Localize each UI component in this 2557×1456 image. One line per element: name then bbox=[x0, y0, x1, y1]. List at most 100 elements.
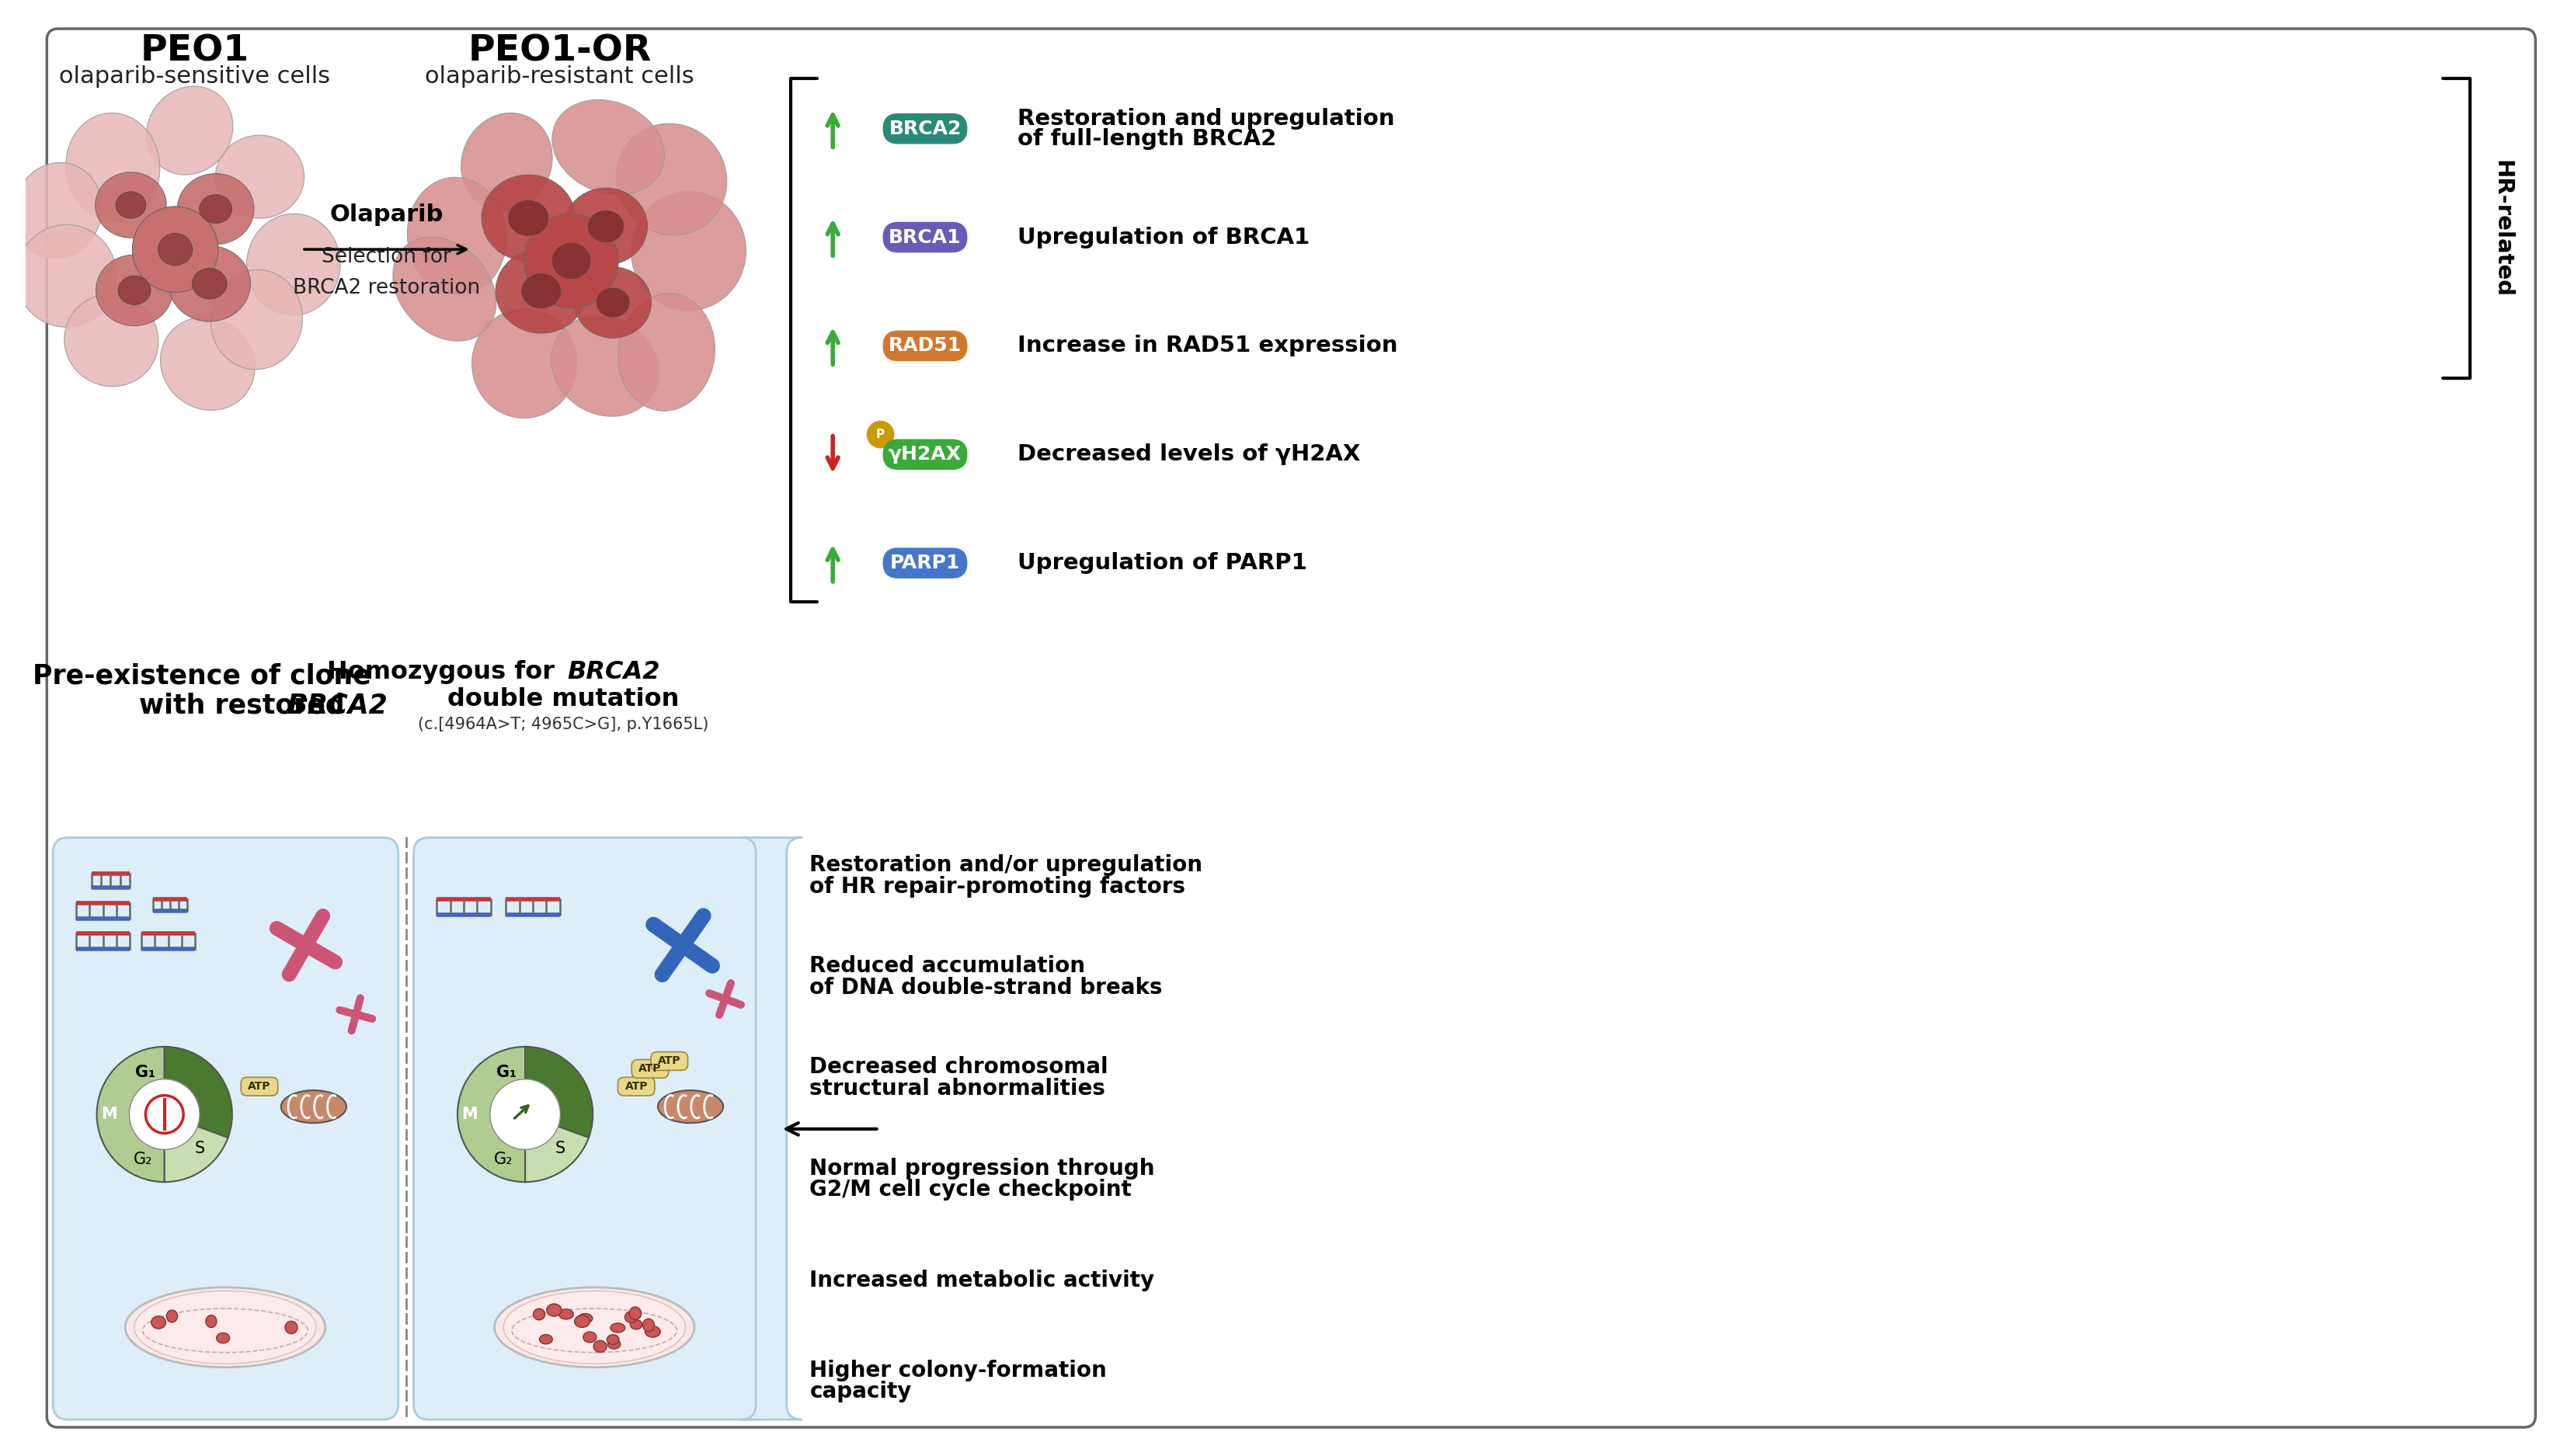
Ellipse shape bbox=[460, 114, 552, 211]
Text: G2/M cell cycle checkpoint: G2/M cell cycle checkpoint bbox=[811, 1179, 1133, 1201]
Ellipse shape bbox=[161, 317, 256, 411]
Ellipse shape bbox=[217, 1332, 230, 1344]
Ellipse shape bbox=[299, 939, 312, 951]
Text: HR-related: HR-related bbox=[2491, 160, 2514, 297]
FancyBboxPatch shape bbox=[882, 440, 967, 470]
FancyArrowPatch shape bbox=[289, 946, 304, 974]
Ellipse shape bbox=[644, 1326, 660, 1337]
Text: double mutation: double mutation bbox=[447, 687, 680, 711]
FancyArrowPatch shape bbox=[340, 1010, 353, 1013]
Text: Increase in RAD51 expression: Increase in RAD51 expression bbox=[1018, 335, 1399, 357]
Text: Upregulation of PARP1: Upregulation of PARP1 bbox=[1018, 552, 1307, 574]
Ellipse shape bbox=[616, 124, 726, 234]
Ellipse shape bbox=[522, 274, 560, 309]
Text: (c.[4964A>T; 4965C>G], p.Y1665L): (c.[4964A>T; 4965C>G], p.Y1665L) bbox=[419, 716, 708, 732]
Ellipse shape bbox=[496, 249, 586, 333]
Text: S: S bbox=[194, 1140, 205, 1156]
Text: BRCA2: BRCA2 bbox=[568, 660, 660, 684]
Text: Upregulation of BRCA1: Upregulation of BRCA1 bbox=[1018, 226, 1309, 248]
Text: Selection for: Selection for bbox=[322, 248, 453, 266]
Text: Olaparib: Olaparib bbox=[330, 204, 442, 226]
Circle shape bbox=[491, 1079, 560, 1150]
Text: Restoration and/or upregulation: Restoration and/or upregulation bbox=[811, 855, 1202, 877]
Ellipse shape bbox=[13, 163, 102, 259]
FancyBboxPatch shape bbox=[240, 1077, 279, 1096]
Ellipse shape bbox=[151, 1316, 166, 1329]
FancyArrowPatch shape bbox=[307, 946, 335, 962]
Ellipse shape bbox=[176, 173, 253, 245]
FancyBboxPatch shape bbox=[414, 837, 775, 1420]
Text: of full-length BRCA2: of full-length BRCA2 bbox=[1018, 128, 1276, 150]
Text: Higher colony-formation: Higher colony-formation bbox=[811, 1360, 1107, 1382]
FancyArrowPatch shape bbox=[708, 993, 724, 999]
Ellipse shape bbox=[552, 316, 660, 416]
Ellipse shape bbox=[115, 192, 146, 218]
Ellipse shape bbox=[192, 268, 228, 298]
Ellipse shape bbox=[675, 939, 690, 952]
FancyBboxPatch shape bbox=[882, 221, 967, 253]
Ellipse shape bbox=[509, 201, 547, 236]
Ellipse shape bbox=[524, 214, 619, 309]
Text: capacity: capacity bbox=[811, 1382, 913, 1402]
Text: Increased metabolic activity: Increased metabolic activity bbox=[811, 1270, 1156, 1291]
Text: Normal progression through: Normal progression through bbox=[811, 1158, 1156, 1179]
Ellipse shape bbox=[407, 178, 506, 294]
Ellipse shape bbox=[534, 1309, 545, 1321]
Ellipse shape bbox=[169, 246, 251, 322]
Text: Pre-existence of clone: Pre-existence of clone bbox=[33, 662, 371, 689]
FancyBboxPatch shape bbox=[882, 114, 967, 144]
Text: M: M bbox=[463, 1107, 478, 1123]
Text: G₂: G₂ bbox=[133, 1152, 153, 1168]
Text: olaparib-sensitive cells: olaparib-sensitive cells bbox=[59, 66, 330, 87]
Ellipse shape bbox=[159, 233, 192, 265]
Text: structural abnormalities: structural abnormalities bbox=[811, 1077, 1105, 1099]
Text: S: S bbox=[555, 1140, 565, 1156]
Wedge shape bbox=[524, 1114, 588, 1182]
Text: BRCA2: BRCA2 bbox=[890, 119, 961, 138]
Text: PEO1: PEO1 bbox=[141, 33, 248, 68]
Text: BRCA2 restoration: BRCA2 restoration bbox=[294, 278, 481, 298]
Ellipse shape bbox=[609, 1340, 621, 1348]
FancyBboxPatch shape bbox=[882, 331, 967, 361]
Text: G₁: G₁ bbox=[496, 1064, 517, 1080]
Ellipse shape bbox=[215, 135, 304, 218]
Ellipse shape bbox=[721, 996, 729, 1002]
Ellipse shape bbox=[64, 294, 159, 386]
Ellipse shape bbox=[629, 1307, 642, 1321]
Ellipse shape bbox=[481, 175, 575, 261]
FancyArrowPatch shape bbox=[353, 1016, 355, 1031]
FancyBboxPatch shape bbox=[46, 29, 2537, 1427]
Ellipse shape bbox=[125, 1287, 325, 1367]
Ellipse shape bbox=[166, 1310, 176, 1322]
Text: PEO1-OR: PEO1-OR bbox=[468, 33, 652, 68]
FancyBboxPatch shape bbox=[619, 1077, 655, 1096]
Ellipse shape bbox=[205, 1315, 217, 1328]
Ellipse shape bbox=[245, 214, 340, 316]
Text: G₂: G₂ bbox=[494, 1152, 514, 1168]
Text: γH2AX: γH2AX bbox=[890, 446, 961, 464]
Text: ATP: ATP bbox=[657, 1056, 680, 1067]
Ellipse shape bbox=[146, 86, 233, 175]
FancyArrowPatch shape bbox=[726, 983, 731, 997]
Text: olaparib-resistant cells: olaparib-resistant cells bbox=[424, 66, 696, 87]
Ellipse shape bbox=[15, 224, 118, 328]
Ellipse shape bbox=[133, 207, 217, 293]
Ellipse shape bbox=[575, 266, 652, 338]
Ellipse shape bbox=[552, 243, 591, 278]
Text: BRCA2: BRCA2 bbox=[286, 692, 389, 718]
Ellipse shape bbox=[494, 1287, 696, 1367]
Ellipse shape bbox=[575, 1315, 591, 1328]
Text: ATP: ATP bbox=[624, 1080, 647, 1092]
Circle shape bbox=[130, 1079, 199, 1150]
Text: G₁: G₁ bbox=[136, 1064, 156, 1080]
Ellipse shape bbox=[136, 1291, 317, 1364]
FancyArrowPatch shape bbox=[685, 946, 713, 965]
Ellipse shape bbox=[624, 1312, 637, 1322]
FancyArrowPatch shape bbox=[685, 916, 703, 943]
Ellipse shape bbox=[632, 192, 747, 310]
Text: ATP: ATP bbox=[248, 1080, 271, 1092]
Ellipse shape bbox=[353, 1010, 361, 1018]
Text: P: P bbox=[877, 428, 885, 440]
Text: ATP: ATP bbox=[639, 1063, 662, 1075]
Ellipse shape bbox=[547, 1303, 563, 1316]
